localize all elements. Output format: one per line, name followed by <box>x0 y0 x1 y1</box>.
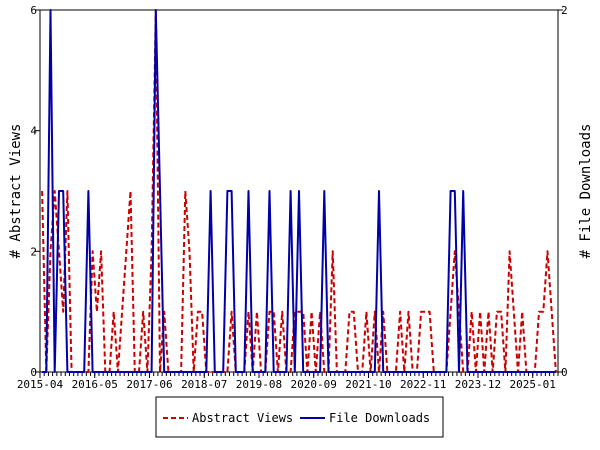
left-tick-label: 4 <box>30 125 37 138</box>
left-axis: 0 2 4 6 <box>30 4 40 379</box>
plot-frame <box>39 9 559 373</box>
x-tick-label: 2023-12 <box>455 378 501 391</box>
series-abstract-views <box>41 9 557 373</box>
x-tick-label: 2020-09 <box>291 378 337 391</box>
legend-label-abstract-views: Abstract Views <box>192 411 293 425</box>
left-tick-label: 0 <box>30 366 37 379</box>
legend-label-file-downloads: File Downloads <box>329 411 430 425</box>
legend: Abstract Views File Downloads <box>155 396 444 438</box>
x-tick-label: 2025-01 <box>510 378 556 391</box>
series-layer <box>41 9 557 373</box>
x-tick-label: 2015-04 <box>17 378 64 391</box>
x-tick-label: 2021-10 <box>345 378 391 391</box>
x-axis: 2015-04 2016-05 2017-06 2018-07 2019-08 2020-… <box>17 372 559 391</box>
right-tick-label: 0 <box>561 366 568 379</box>
x-tick-label: 2017-06 <box>126 378 172 391</box>
left-tick-label: 6 <box>30 4 37 17</box>
x-tick-label: 2016-05 <box>72 378 118 391</box>
left-tick-label: 2 <box>30 245 37 258</box>
x-tick-label: 2018-07 <box>181 378 227 391</box>
x-tick-label: 2019-08 <box>236 378 282 391</box>
right-axis: 02 <box>558 4 568 379</box>
x-tick-label: 2022-11 <box>400 378 446 391</box>
plot-area <box>39 9 559 373</box>
series-file-downloads <box>42 9 556 373</box>
right-axis-title: # File Downloads <box>578 124 594 259</box>
legend-box <box>155 396 444 438</box>
right-tick-label: 2 <box>561 4 568 17</box>
left-axis-title: # Abstract Views <box>8 124 24 259</box>
